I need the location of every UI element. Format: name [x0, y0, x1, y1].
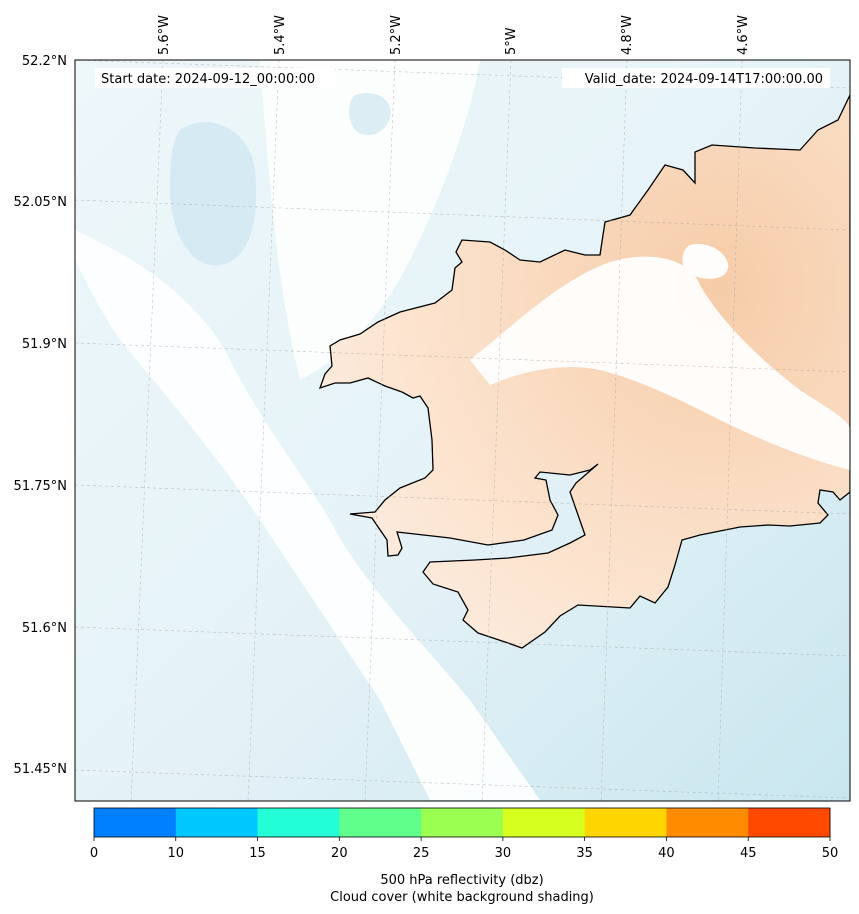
cloud-white-patch — [682, 244, 729, 279]
colorbar-segment — [257, 808, 340, 837]
lon-label-5-6w: 5.6°W — [157, 15, 172, 55]
colorbar-segment — [175, 808, 259, 837]
land-area — [318, 94, 850, 649]
colorbar-segment — [748, 808, 831, 837]
colorbar-tick-label: 0 — [90, 846, 98, 861]
colorbar-tick-label: 35 — [576, 846, 593, 861]
colorbar-label-line2: Cloud cover (white background shading) — [330, 890, 594, 905]
lon-label-5-4w: 5.4°W — [273, 15, 288, 55]
cloud-white-region-2 — [260, 60, 480, 380]
colorbar-tick-label: 30 — [495, 846, 512, 861]
graticule — [75, 60, 850, 801]
colorbar-segment — [502, 808, 586, 837]
lat-label-52-05n: 52.05°N — [14, 195, 67, 210]
valid-date-box — [562, 68, 830, 88]
colorbar-segment — [666, 808, 749, 837]
cloud-white-region — [75, 230, 540, 800]
colorbar-tick-label: 25 — [413, 846, 430, 861]
cloud-blue-patch-2 — [349, 92, 391, 136]
colorbar-tick-label: 10 — [168, 846, 185, 861]
lat-label-51-45n: 51.45°N — [14, 762, 67, 777]
lon-label-4-8w: 4.8°W — [620, 15, 635, 55]
colorbar-tick-label: 50 — [822, 846, 839, 861]
colorbar-tick-label: 20 — [331, 846, 348, 861]
lat-label-51-9n: 51.9°N — [22, 337, 67, 352]
lon-label-5w: 5°W — [504, 27, 519, 55]
colorbar-label-line1: 500 hPa reflectivity (dbz) — [380, 873, 543, 888]
lat-label-52-2n: 52.2°N — [22, 54, 67, 69]
colorbar-segment — [584, 808, 667, 837]
map-frame — [74, 59, 851, 802]
lon-label-5-2w: 5.2°W — [389, 15, 404, 55]
map-area — [75, 60, 850, 801]
lon-label-4-6w: 4.6°W — [736, 15, 751, 55]
cloud-blue-patch — [170, 122, 257, 266]
start-date-box — [95, 68, 335, 88]
start-date-label: Start date: 2024-09-12_00:00:00 — [101, 72, 315, 87]
colorbar-segment — [94, 808, 177, 837]
colorbar-frame — [93, 807, 831, 838]
colorbar-tick-label: 40 — [658, 846, 675, 861]
colorbar-segment — [339, 808, 422, 837]
valid-date-label: Valid_date: 2024-09-14T17:00:00.00 — [585, 72, 823, 87]
cloud-white-band — [470, 256, 850, 470]
colorbar-tick-label: 15 — [249, 846, 266, 861]
lat-label-51-75n: 51.75°N — [14, 479, 67, 494]
lat-label-51-6n: 51.6°N — [22, 621, 67, 636]
colorbar-tick-label: 45 — [740, 846, 757, 861]
colorbar: 0 10 15 20 25 30 35 40 45 50 — [90, 807, 839, 861]
colorbar-segment — [421, 808, 504, 837]
